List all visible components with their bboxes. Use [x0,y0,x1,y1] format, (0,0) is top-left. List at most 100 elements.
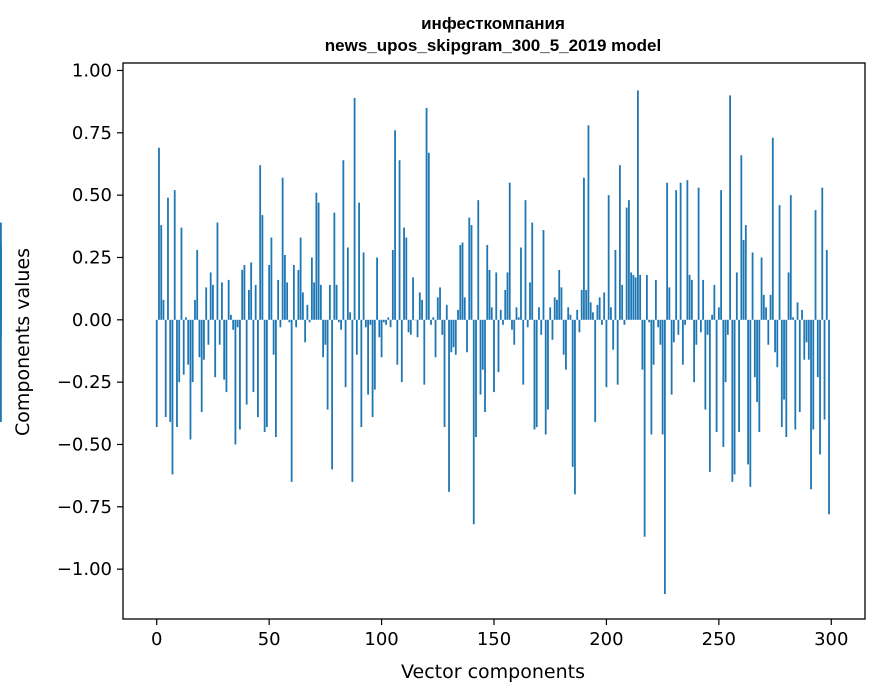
y-tick-label: −0.25 [57,372,112,393]
bar-component-9 [176,319,178,428]
bar-component-117 [418,292,421,320]
bar-component-173 [544,319,547,435]
bar-component-216 [641,319,644,370]
x-axis-label: Vector components [401,661,585,683]
bar-component-176 [551,319,554,340]
bar-component-280 [785,319,788,437]
bar-component-225 [661,319,664,435]
bar-component-105 [391,250,394,320]
bar-component-221 [652,319,655,365]
bar-component-193 [589,302,592,320]
bar-component-19 [198,319,201,358]
bar-component-51 [270,237,273,320]
bar-component-268 [758,319,761,433]
bar-component-191 [585,289,588,320]
bar-component-194 [592,312,594,320]
bar-component-248 [713,284,716,320]
bar-component-211 [630,272,633,320]
bar-component-127 [441,319,444,335]
y-axis-label: Components values [12,248,34,436]
bar-component-71 [315,192,318,320]
bar-component-274 [771,137,774,320]
bar-component-94 [367,319,369,395]
bar-component-66 [304,319,307,343]
bar-component-177 [553,297,556,320]
bar-component-150 [493,319,495,393]
bar-component-50 [268,264,271,320]
bar-component-182 [565,319,567,370]
bar-component-43 [252,319,255,393]
bar-component-243 [702,279,705,320]
bar-component-135 [459,245,462,320]
y-tick-label: 0.50 [72,185,112,206]
bar-component-247 [711,314,713,320]
x-tick-label: 200 [589,629,623,650]
bar-component-180 [560,287,563,320]
plot-area-frame [122,62,866,620]
bar-component-269 [760,257,763,320]
bar-component-109 [400,319,403,383]
x-tick-label: 300 [814,629,848,650]
bar-component-128 [443,319,446,428]
bar-component-142 [475,319,477,437]
bar-component-16 [191,319,194,383]
bar-component-233 [679,182,682,320]
bar-component-85 [346,247,349,320]
bar-component-158 [511,319,513,330]
bar-component-236 [686,180,689,320]
x-tick-label: 50 [258,629,281,650]
bar-component-96 [371,319,374,418]
bar-component-170 [538,307,540,320]
bar-component-76 [326,319,329,410]
bar-component-148 [488,269,491,320]
bar-component-100 [380,319,383,358]
bar-component-262 [744,225,747,320]
bar-component-110 [403,227,405,320]
bar-component-93 [364,319,367,328]
bar-component-26 [214,319,217,378]
bar-component-49 [266,319,268,428]
bar-component-235 [684,319,687,325]
bar-component-291 [810,319,812,490]
bar-component-101 [382,319,385,323]
bar-component-175 [549,307,552,320]
bar-component-201 [607,195,610,320]
bar-component-70 [313,282,316,320]
y-tick-label: 0.00 [72,310,112,331]
bar-component-102 [385,319,387,325]
bar-component-220 [650,319,653,435]
bar-component-223 [657,319,660,328]
bar-component-107 [396,319,399,365]
bar-component-166 [529,282,531,320]
bar-component-53 [275,319,277,437]
bar-component-259 [738,319,740,433]
bar-component-251 [720,190,722,320]
chart-subtitle: news_upos_skipgram_300_5_2019 model [325,36,661,55]
bar-component-62 [295,319,298,328]
bar-component-1 [158,147,160,320]
bar-component-103 [387,317,390,320]
bar-component-39 [243,264,246,320]
bar-component-119 [423,319,426,385]
bar-component-224 [659,319,662,345]
bar-component-184 [569,314,572,320]
bar-component-157 [508,182,511,320]
bar-component-124 [434,319,437,358]
bar-component-215 [639,274,642,320]
bar-component-143 [477,200,480,320]
bar-component-129 [445,304,448,320]
bar-component-238 [690,279,693,320]
bar-component-30 [223,319,226,380]
bar-component-212 [632,274,635,320]
bar-component-20 [200,319,203,413]
bar-component-281 [787,272,790,320]
bar-component-265 [751,252,754,320]
bar-component-277 [778,205,781,320]
bar-component-7 [171,319,174,475]
bar-component-292 [812,319,815,430]
bar-component-169 [535,319,538,428]
bar-component-198 [601,319,603,325]
bar-component-232 [677,319,680,335]
bar-component-45 [257,319,259,418]
bar-component-22 [205,287,208,320]
